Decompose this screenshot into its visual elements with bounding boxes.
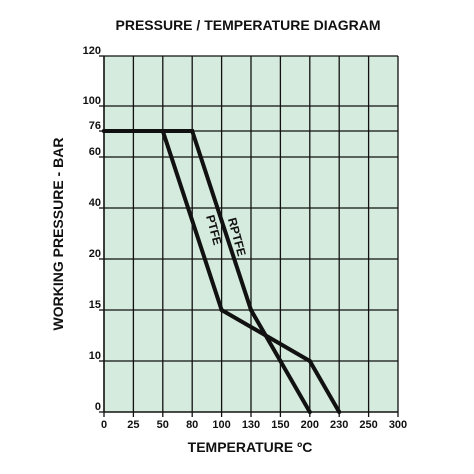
chart-title: PRESSURE / TEMPERATURE DIAGRAM [116, 17, 381, 33]
x-axis-label: TEMPERATURE ºC [188, 439, 313, 455]
y-tick-label-120: 120 [83, 45, 101, 57]
y-axis-label: WORKING PRESSURE - BAR [50, 138, 66, 331]
x-tick-label-80: 80 [186, 419, 198, 431]
y-tick-label-10: 10 [89, 350, 101, 362]
y-tick-labels: 0 10 15 20 40 60 76 100 120 [83, 45, 101, 413]
data-point-ptfe-3 [307, 359, 312, 363]
x-tick-label-250: 250 [359, 419, 377, 431]
y-tick-label-76: 76 [89, 120, 101, 132]
data-point-rptfe-3 [278, 359, 283, 363]
x-tick-label-50: 50 [157, 419, 169, 431]
grid-lines [104, 55, 399, 412]
data-point-rptfe-2 [249, 308, 253, 312]
x-tick-label-230: 230 [330, 419, 348, 431]
x-tick-label-25: 25 [127, 419, 139, 431]
data-point-ptfe-2 [219, 308, 224, 312]
y-tick-label-40: 40 [89, 197, 101, 209]
y-tick-label-15: 15 [89, 299, 101, 311]
data-point-rptfe-1 [190, 129, 195, 133]
y-tick-label-100: 100 [83, 95, 101, 107]
y-tick-label-20: 20 [89, 248, 101, 260]
x-tick-label-150: 150 [271, 419, 289, 431]
y-tick-label-60: 60 [89, 146, 101, 158]
x-tick-label-200: 200 [301, 419, 319, 431]
x-tick-label-100: 100 [212, 419, 230, 431]
x-tick-label-300: 300 [389, 419, 407, 431]
x-tick-label-0: 0 [101, 419, 107, 431]
series-lines [102, 129, 342, 414]
x-tick-labels: 0 25 50 80 100 130 150 200 230 250 300 [101, 419, 407, 431]
y-tick-label-0: 0 [95, 401, 101, 413]
x-tick-label-130: 130 [242, 419, 260, 431]
tick-marks [99, 55, 399, 417]
